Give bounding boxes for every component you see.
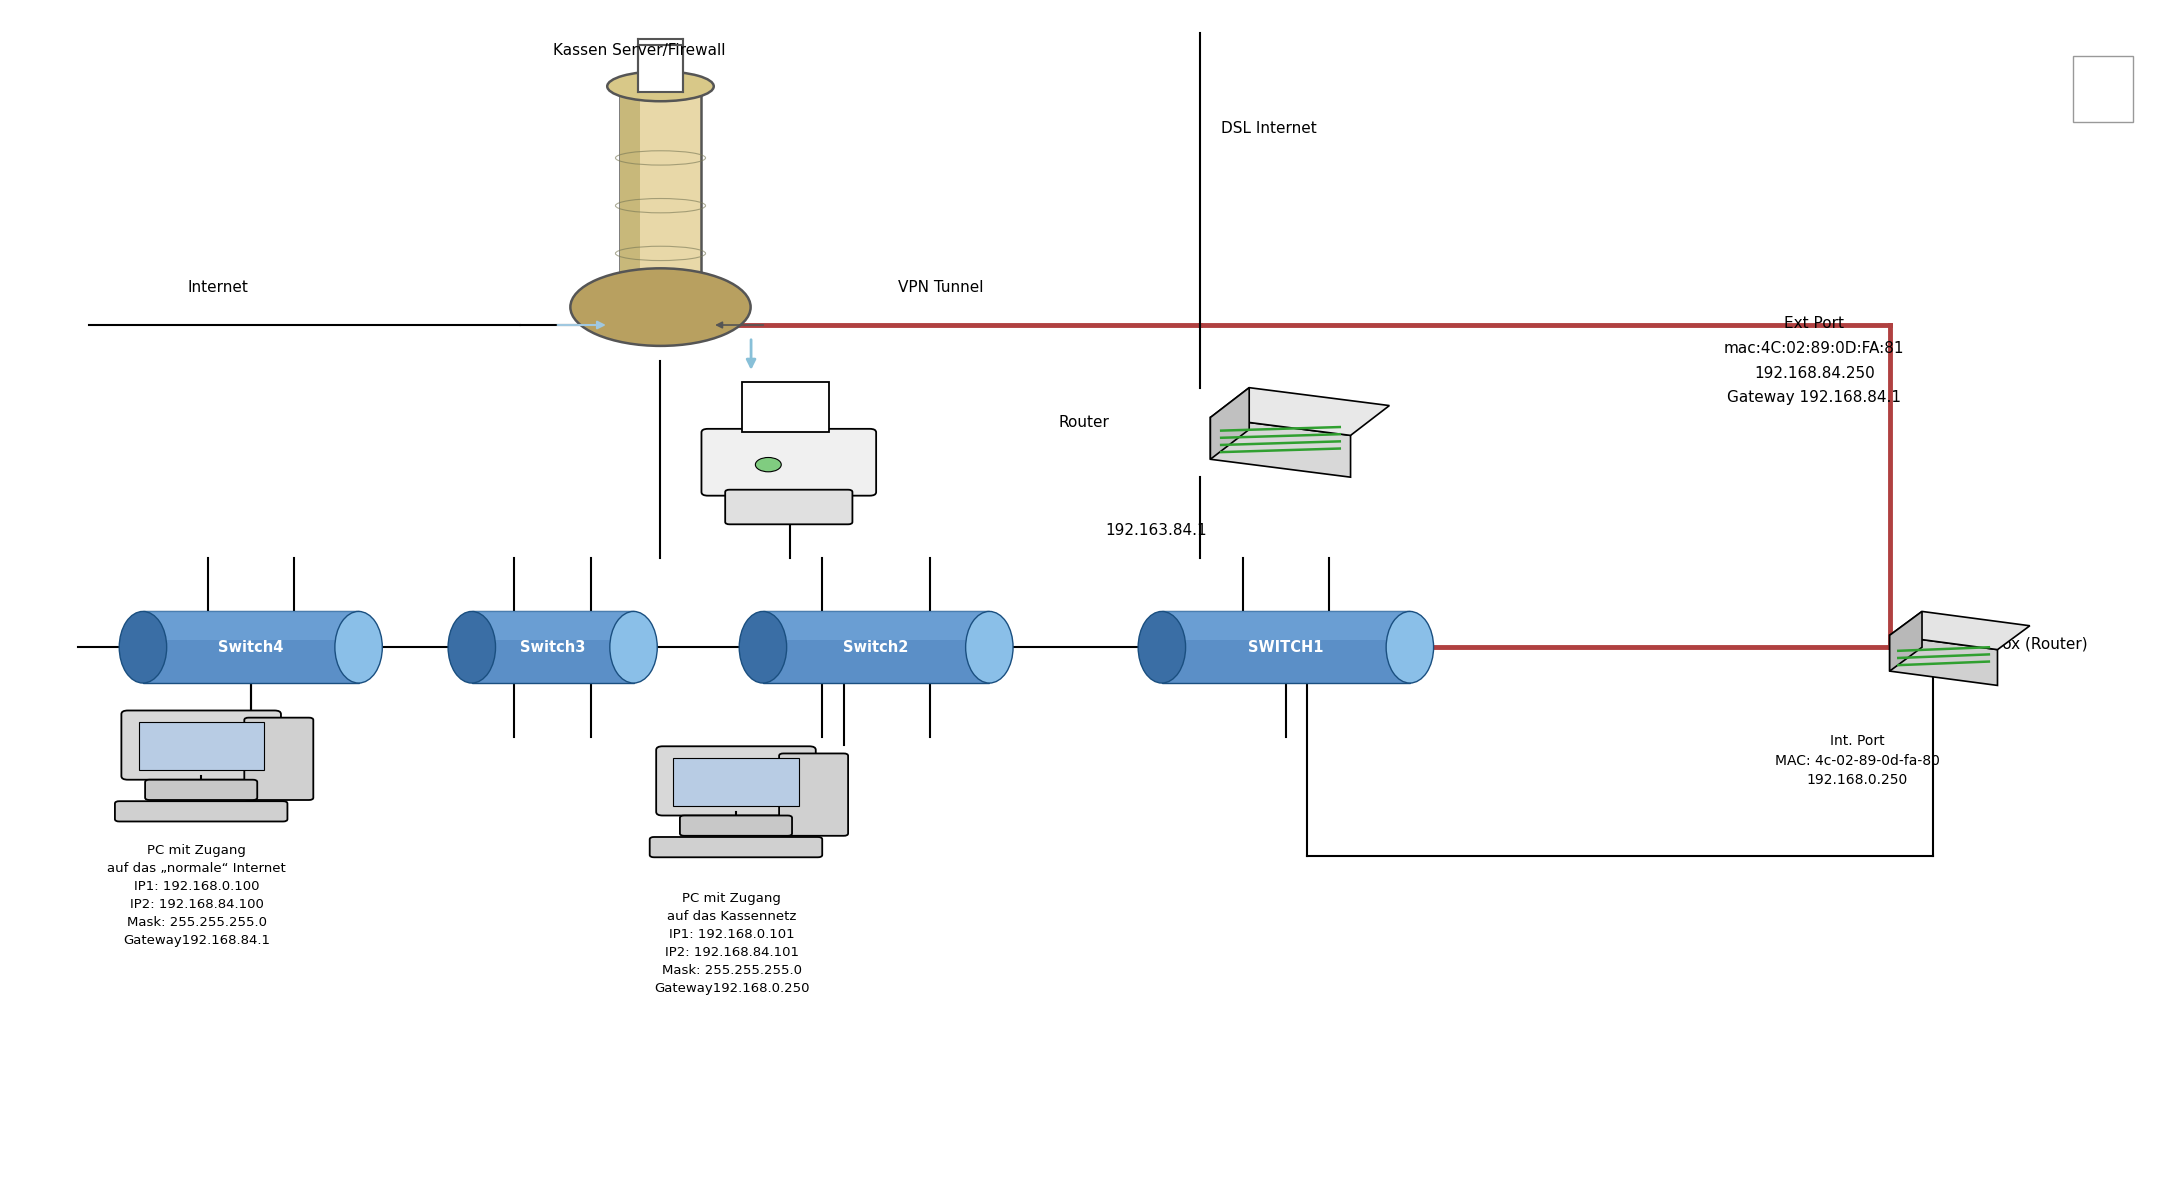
FancyBboxPatch shape xyxy=(145,779,257,800)
Text: VPN Tunnel: VPN Tunnel xyxy=(897,281,984,295)
Polygon shape xyxy=(1890,635,1998,686)
Text: SWITCH1: SWITCH1 xyxy=(1247,640,1323,655)
FancyBboxPatch shape xyxy=(471,611,633,640)
FancyBboxPatch shape xyxy=(143,611,359,640)
Polygon shape xyxy=(1211,387,1390,435)
FancyBboxPatch shape xyxy=(2073,56,2134,122)
Polygon shape xyxy=(1890,611,2030,650)
Ellipse shape xyxy=(571,269,750,345)
Text: 192.163.84.1: 192.163.84.1 xyxy=(1105,523,1206,538)
FancyBboxPatch shape xyxy=(1161,611,1410,683)
Ellipse shape xyxy=(335,611,383,683)
Text: PC mit Zugang
auf das Kassennetz
IP1: 192.168.0.101
IP2: 192.168.84.101
Mask: 25: PC mit Zugang auf das Kassennetz IP1: 19… xyxy=(653,892,809,995)
FancyBboxPatch shape xyxy=(620,86,640,301)
Ellipse shape xyxy=(610,611,657,683)
Ellipse shape xyxy=(448,611,495,683)
FancyBboxPatch shape xyxy=(679,815,791,836)
FancyBboxPatch shape xyxy=(138,722,264,770)
FancyBboxPatch shape xyxy=(651,837,822,857)
Text: GUS Box (Router): GUS Box (Router) xyxy=(1954,637,2088,651)
FancyBboxPatch shape xyxy=(638,44,683,92)
FancyBboxPatch shape xyxy=(115,801,288,821)
FancyBboxPatch shape xyxy=(742,382,828,433)
FancyBboxPatch shape xyxy=(724,489,852,524)
FancyBboxPatch shape xyxy=(121,711,281,779)
Text: Internet: Internet xyxy=(188,281,249,295)
Text: Int. Port
MAC: 4c-02-89-0d-fa-80
192.168.0.250: Int. Port MAC: 4c-02-89-0d-fa-80 192.168… xyxy=(1775,734,1939,787)
Ellipse shape xyxy=(1386,611,1433,683)
Polygon shape xyxy=(1211,387,1250,459)
FancyBboxPatch shape xyxy=(700,429,876,495)
Text: PC mit Zugang
auf das „normale“ Internet
IP1: 192.168.0.100
IP2: 192.168.84.100
: PC mit Zugang auf das „normale“ Internet… xyxy=(108,844,285,947)
Text: Switch2: Switch2 xyxy=(843,640,908,655)
FancyBboxPatch shape xyxy=(620,86,700,301)
Polygon shape xyxy=(1890,611,1922,671)
FancyBboxPatch shape xyxy=(763,611,990,683)
FancyBboxPatch shape xyxy=(471,611,633,683)
Text: Router: Router xyxy=(1057,415,1109,430)
FancyBboxPatch shape xyxy=(1161,611,1410,640)
FancyBboxPatch shape xyxy=(143,611,359,683)
Ellipse shape xyxy=(1137,611,1185,683)
Ellipse shape xyxy=(966,611,1014,683)
Text: Ext Port
mac:4C:02:89:0D:FA:81
192.168.84.250
Gateway 192.168.84.1: Ext Port mac:4C:02:89:0D:FA:81 192.168.8… xyxy=(1723,317,1905,405)
Ellipse shape xyxy=(739,611,787,683)
FancyBboxPatch shape xyxy=(763,611,990,640)
FancyBboxPatch shape xyxy=(657,746,815,815)
FancyBboxPatch shape xyxy=(778,753,848,836)
Text: Switch4: Switch4 xyxy=(218,640,283,655)
FancyBboxPatch shape xyxy=(672,758,798,806)
Polygon shape xyxy=(1211,417,1351,477)
FancyBboxPatch shape xyxy=(244,718,313,800)
Text: Switch3: Switch3 xyxy=(521,640,586,655)
Ellipse shape xyxy=(119,611,166,683)
Circle shape xyxy=(755,458,780,471)
Text: Kassen Server/Firewall: Kassen Server/Firewall xyxy=(553,43,724,58)
Ellipse shape xyxy=(608,72,713,101)
Text: DSL Internet: DSL Internet xyxy=(1222,121,1317,135)
